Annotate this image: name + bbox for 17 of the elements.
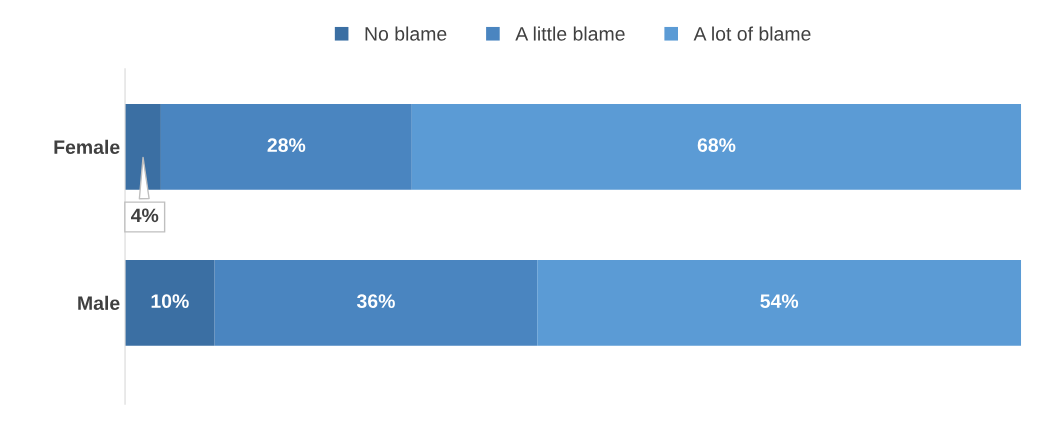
bar [125, 103, 161, 190]
legend-label: A little blame [515, 26, 625, 41]
bar [125, 259, 215, 346]
legend-label: A lot of blame [693, 26, 811, 41]
data-label: 10% [151, 294, 189, 309]
bar [411, 103, 1022, 190]
data-label: 68% [697, 138, 736, 153]
data-label: 4% [131, 208, 159, 223]
data-label: 54% [760, 294, 799, 309]
bar [537, 259, 1022, 346]
bar [160, 103, 412, 190]
y-tick-label: Female [54, 139, 120, 155]
y-tick-label: Male [78, 295, 120, 311]
data-label: 28% [267, 138, 306, 153]
data-label: 36% [356, 294, 395, 309]
bar [214, 259, 538, 346]
legend-label: No blame [365, 26, 447, 41]
